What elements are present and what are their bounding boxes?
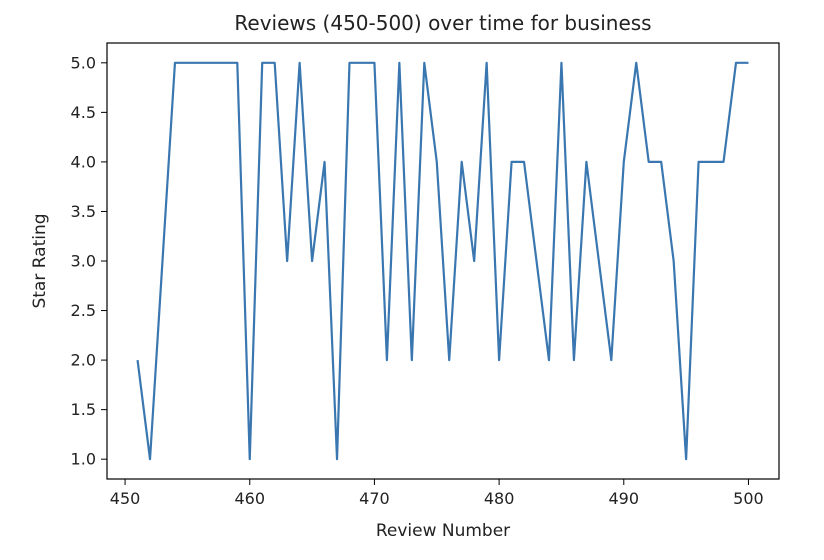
y-tick-label: 3.5 xyxy=(71,202,96,221)
y-tick-label: 4.5 xyxy=(71,103,96,122)
x-tick-label: 490 xyxy=(609,489,640,508)
series-line xyxy=(136,61,749,461)
y-tick-label: 1.0 xyxy=(71,450,96,469)
x-tick-label: 450 xyxy=(110,489,141,508)
y-tick-label: 1.5 xyxy=(71,400,96,419)
y-tick-label: 5.0 xyxy=(71,53,96,72)
y-axis-label: Star Rating xyxy=(30,213,50,308)
y-tick-label: 4.0 xyxy=(71,152,96,171)
y-tick-label: 2.5 xyxy=(71,301,96,320)
x-tick-label: 470 xyxy=(359,489,390,508)
chart-title: Reviews (450-500) over time for business xyxy=(234,11,651,35)
x-axis-label: Review Number xyxy=(376,521,510,541)
x-tick-label: 460 xyxy=(234,489,265,508)
y-tick-label: 3.0 xyxy=(71,252,96,271)
y-tick-label: 2.0 xyxy=(71,351,96,370)
x-tick-label: 480 xyxy=(484,489,515,508)
x-tick-label: 500 xyxy=(733,489,764,508)
